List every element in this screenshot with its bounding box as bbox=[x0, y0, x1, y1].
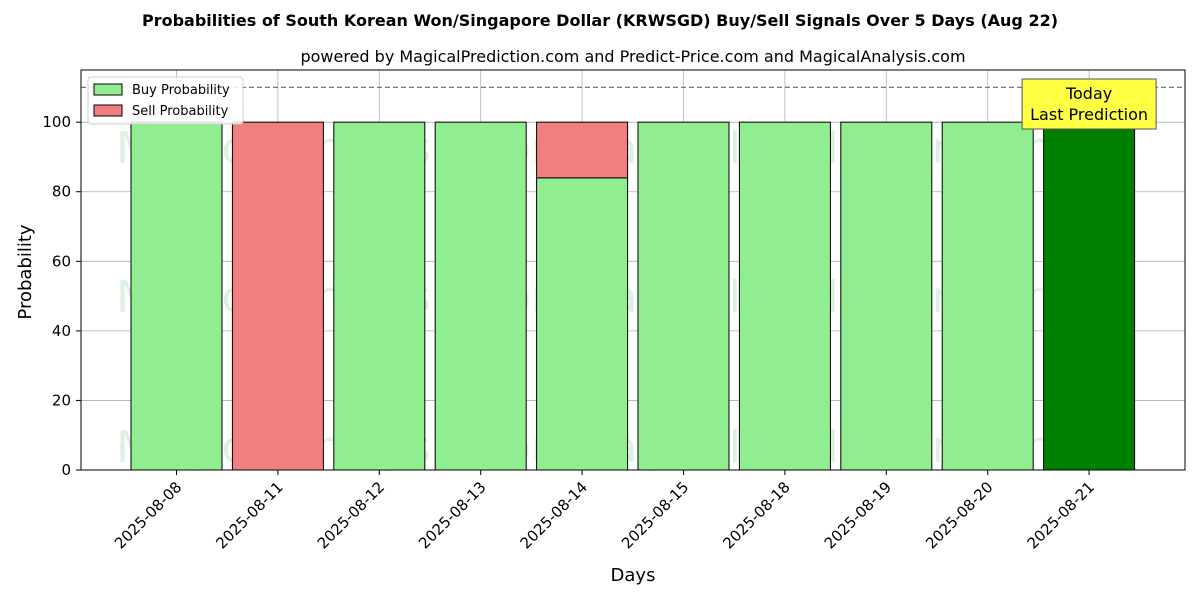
annotation-text: Last Prediction bbox=[1030, 105, 1148, 124]
y-tick-label: 0 bbox=[61, 461, 71, 479]
plot-frame bbox=[80, 69, 1186, 471]
annotation-text: Today bbox=[1065, 84, 1112, 103]
sell-bar bbox=[231, 121, 324, 471]
x-tick-label: 2025-08-08 bbox=[111, 478, 185, 552]
buy-bar bbox=[536, 177, 629, 471]
y-tick-label: 60 bbox=[52, 252, 71, 270]
x-tick-label: 2025-08-20 bbox=[922, 478, 996, 552]
buy-bar bbox=[333, 121, 426, 471]
today-annotation: Today Last Prediction bbox=[1021, 78, 1157, 130]
buy-bar bbox=[840, 121, 933, 471]
x-axis-label: Days bbox=[611, 565, 656, 586]
buy-bar bbox=[1043, 121, 1136, 471]
y-tick-label: 20 bbox=[52, 391, 71, 409]
x-tick-label: 2025-08-19 bbox=[821, 478, 895, 552]
buy-bar bbox=[738, 121, 831, 471]
buy-bar bbox=[434, 121, 527, 471]
chart-subtitle: powered by MagicalPrediction.com and Pre… bbox=[300, 47, 965, 66]
buy-bar bbox=[637, 121, 730, 471]
x-tick-label: 2025-08-15 bbox=[618, 478, 692, 552]
legend-swatch bbox=[93, 83, 123, 96]
y-tick-label: 80 bbox=[52, 183, 71, 201]
x-tick-label: 2025-08-21 bbox=[1024, 478, 1098, 552]
x-tick-label: 2025-08-18 bbox=[719, 478, 793, 552]
legend-box bbox=[87, 76, 244, 125]
legend-label: Buy Probability bbox=[132, 83, 230, 98]
x-tick-label: 2025-08-12 bbox=[314, 478, 388, 552]
y-tick-label: 40 bbox=[52, 322, 71, 340]
plot-area: MagicalAnalysis.comMagicalPrediction.com… bbox=[42, 69, 1186, 552]
chart-title: Probabilities of South Korean Won/Singap… bbox=[142, 11, 1058, 30]
annotation-box bbox=[1021, 78, 1157, 130]
legend: Buy Probability Sell Probability bbox=[87, 76, 244, 125]
x-tick-label: 2025-08-11 bbox=[212, 478, 286, 552]
legend-swatch bbox=[93, 104, 123, 117]
x-tick-label: 2025-08-14 bbox=[517, 478, 591, 552]
y-tick-label: 100 bbox=[42, 113, 71, 131]
sell-bar bbox=[536, 121, 629, 179]
buy-bar bbox=[941, 121, 1034, 471]
x-tick-label: 2025-08-13 bbox=[415, 478, 489, 552]
legend-label: Sell Probability bbox=[132, 104, 229, 119]
y-axis-label: Probability bbox=[15, 224, 36, 319]
buy-bar bbox=[130, 121, 223, 471]
